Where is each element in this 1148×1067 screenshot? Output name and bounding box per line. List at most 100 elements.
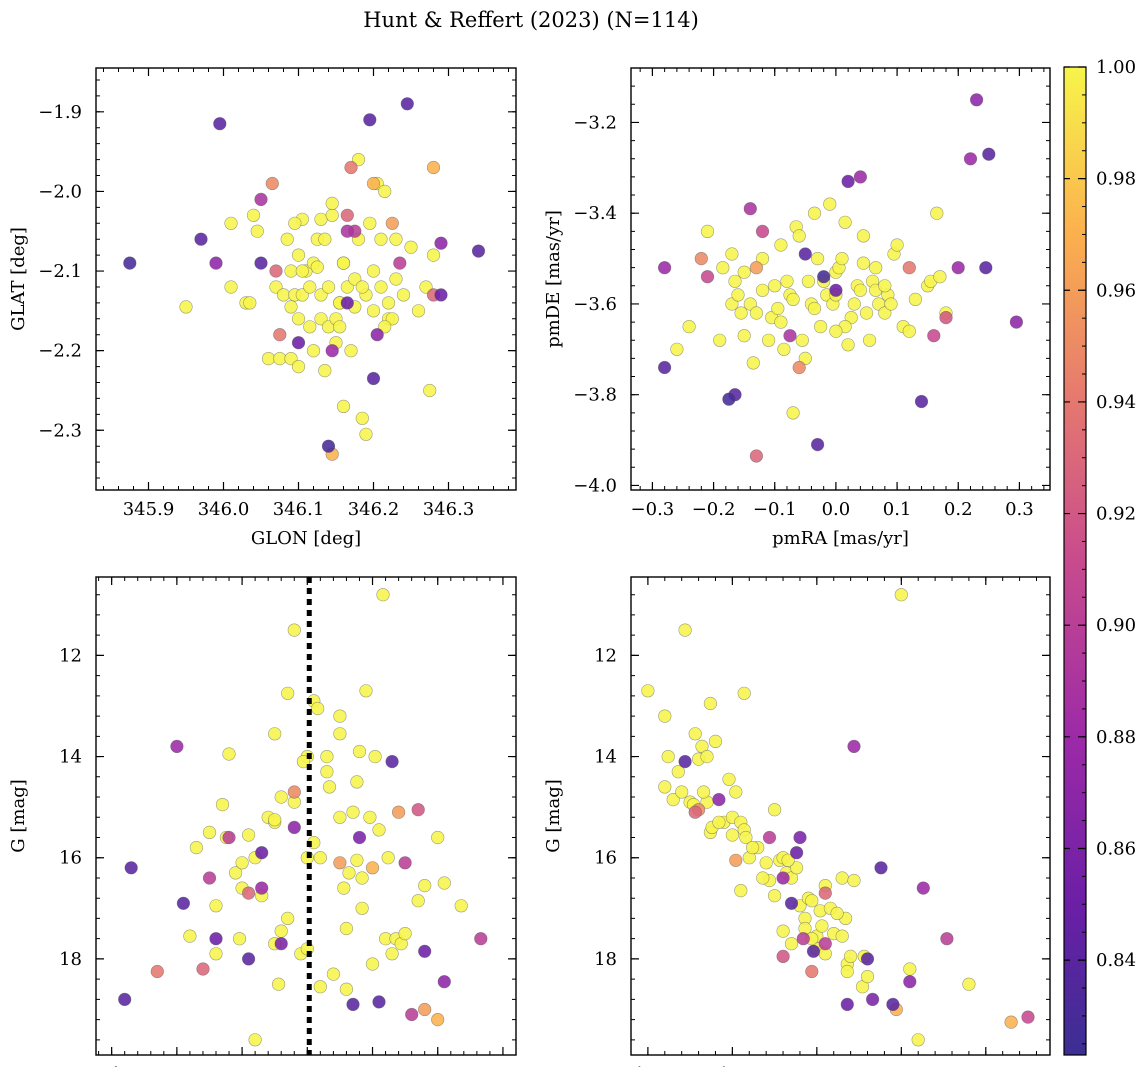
data-point — [411, 803, 425, 817]
data-point — [215, 797, 230, 812]
data-point — [661, 749, 675, 764]
data-point — [365, 861, 380, 875]
data-point — [767, 803, 782, 817]
data-point — [678, 754, 692, 769]
data-point — [183, 929, 197, 943]
data-point — [737, 686, 751, 700]
data-point — [437, 876, 451, 890]
data-point — [381, 296, 396, 310]
data-point — [224, 280, 238, 294]
data-point — [355, 280, 369, 294]
data-point — [306, 344, 321, 358]
data-point — [749, 306, 764, 320]
data-point — [313, 980, 327, 994]
data-point — [333, 709, 347, 723]
data-point — [902, 261, 916, 275]
data-point — [336, 256, 351, 270]
y-tick-label: 18 — [59, 949, 82, 970]
data-point — [363, 113, 377, 127]
data-point — [232, 932, 247, 946]
data-point — [801, 274, 816, 288]
y-tick-label: 16 — [59, 848, 82, 869]
y-tick-label: −3.6 — [573, 294, 617, 315]
x-tick-label: 0.45 — [92, 1064, 132, 1067]
data-point — [847, 739, 861, 754]
data-point — [311, 701, 325, 716]
data-point — [829, 324, 843, 338]
data-point — [725, 828, 740, 842]
data-point — [179, 300, 193, 314]
data-point — [272, 977, 286, 991]
data-point — [884, 297, 898, 311]
data-point — [320, 749, 334, 764]
data-point — [242, 952, 256, 966]
data-point — [333, 727, 347, 741]
data-point — [363, 810, 377, 824]
data-point — [255, 846, 269, 860]
data-point — [346, 805, 360, 819]
data-point — [431, 830, 445, 845]
data-point — [474, 932, 488, 946]
data-point — [118, 992, 132, 1007]
data-point — [903, 962, 917, 976]
x-tick-label: −0.1 — [753, 499, 797, 520]
data-point — [841, 338, 855, 352]
data-point — [916, 881, 930, 895]
data-point — [784, 937, 799, 951]
data-point — [368, 749, 382, 764]
data-point — [761, 333, 776, 347]
colorbar-tick-label: 0.96 — [1096, 280, 1136, 301]
y-tick-label: 16 — [594, 848, 617, 869]
data-point — [908, 292, 923, 307]
data-point — [255, 881, 269, 895]
data-point — [213, 117, 227, 131]
data-point — [333, 856, 347, 870]
data-point — [318, 232, 332, 246]
data-point — [847, 873, 861, 888]
data-point — [756, 871, 770, 885]
x-tick-label: 2.0 — [803, 1064, 832, 1067]
data-point — [291, 360, 306, 374]
data-point — [725, 247, 739, 261]
x-tick-label: 1.0 — [634, 1064, 663, 1067]
data-point — [734, 883, 748, 898]
panel-sky-position: 345.9 346.0 346.1 346.2 346.3 −1.9 −2.0 −2.1 −2.… — [8, 67, 517, 549]
data-point — [817, 270, 831, 284]
data-point — [840, 964, 854, 979]
data-point — [927, 329, 941, 343]
data-point — [783, 329, 797, 343]
y-axis-label: G [mag] — [543, 779, 564, 852]
data-point — [400, 97, 414, 111]
data-point — [340, 296, 354, 310]
data-point — [776, 871, 790, 885]
data-point — [847, 297, 861, 311]
data-point — [254, 256, 268, 270]
data-point — [389, 232, 403, 246]
data-point — [793, 830, 807, 845]
data-point — [431, 1012, 445, 1027]
x-tick-label: 1.5 — [718, 1064, 747, 1067]
data-point — [355, 901, 369, 915]
data-point — [694, 252, 708, 266]
colorbar-tick-label: 0.92 — [1096, 504, 1136, 525]
data-point — [796, 932, 810, 946]
x-axis-label: GLON [deg] — [251, 528, 361, 549]
data-point — [829, 283, 843, 297]
data-point — [671, 765, 685, 779]
data-point — [641, 684, 655, 698]
colorbar: 0.84 0.86 0.88 0.90 0.92 0.94 0.96 0.98 1.00 — [1063, 57, 1136, 1056]
data-point — [712, 815, 726, 829]
data-point — [890, 238, 904, 252]
data-point — [411, 894, 425, 908]
x-tick-label: 0.50 — [157, 1064, 197, 1067]
data-point — [342, 866, 356, 880]
data-point — [355, 871, 369, 885]
data-point — [807, 301, 822, 316]
data-point — [250, 224, 264, 238]
data-point — [894, 588, 908, 602]
data-point — [336, 399, 351, 414]
data-point — [743, 202, 757, 216]
data-point — [1021, 1010, 1035, 1024]
data-point — [771, 301, 785, 316]
colorbar-tick-label: 0.88 — [1096, 727, 1136, 748]
